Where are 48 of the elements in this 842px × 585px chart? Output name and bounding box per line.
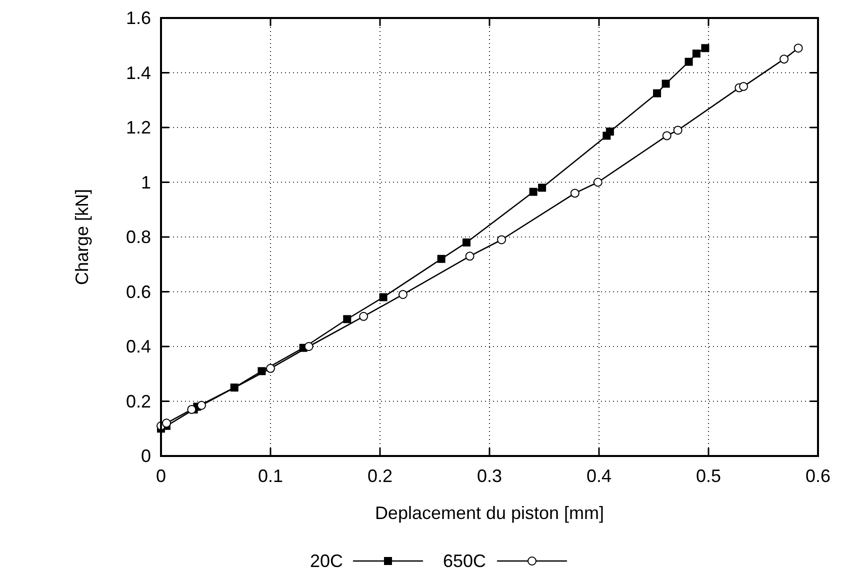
y-tick-label: 0.8	[126, 227, 151, 247]
y-tick-label: 0.2	[126, 391, 151, 412]
y-tick-label: 1.6	[126, 8, 151, 28]
y-tick-label: 0	[140, 446, 151, 466]
point	[497, 235, 506, 244]
point	[437, 254, 446, 263]
point	[684, 58, 693, 66]
point	[398, 290, 408, 299]
point	[570, 188, 580, 198]
y-tick-label: 0.4	[126, 336, 151, 356]
legend-label: 20C	[310, 551, 344, 571]
point	[794, 44, 803, 53]
point	[197, 400, 206, 410]
x-tick-label: 0	[156, 466, 166, 486]
point	[780, 54, 789, 64]
point	[359, 312, 368, 321]
point	[462, 238, 471, 246]
x-tick-label: 0.3	[476, 466, 502, 486]
point	[465, 252, 474, 261]
y-tick-label: 1	[140, 172, 151, 192]
point	[701, 44, 710, 52]
x-tick-label: 0.4	[586, 466, 612, 486]
y-tick-label: 0.6	[126, 282, 151, 302]
point	[304, 342, 314, 351]
x-tick-label: 0.1	[258, 466, 284, 486]
point	[662, 131, 672, 140]
point	[266, 364, 275, 373]
y-tick-label: 1.2	[126, 118, 151, 138]
point	[538, 184, 546, 192]
point	[343, 315, 352, 324]
point	[653, 89, 662, 98]
point	[739, 82, 748, 91]
point	[529, 188, 538, 196]
legend-label: 650C	[443, 551, 486, 571]
x-tick-label: 0.5	[696, 466, 722, 486]
x-axis-title: Deplacement du piston [mm]	[374, 503, 604, 523]
y-axis-title: Charge [kN]	[72, 188, 92, 286]
point	[187, 404, 196, 414]
point	[606, 128, 614, 136]
point	[379, 293, 388, 302]
point	[692, 50, 700, 58]
x-tick-label: 0.6	[805, 466, 831, 486]
point	[162, 418, 171, 428]
point	[593, 178, 602, 187]
point	[673, 126, 682, 135]
y-tick-label: 1.4	[126, 62, 151, 83]
x-tick-label: 0.2	[367, 466, 393, 486]
point	[662, 80, 670, 88]
